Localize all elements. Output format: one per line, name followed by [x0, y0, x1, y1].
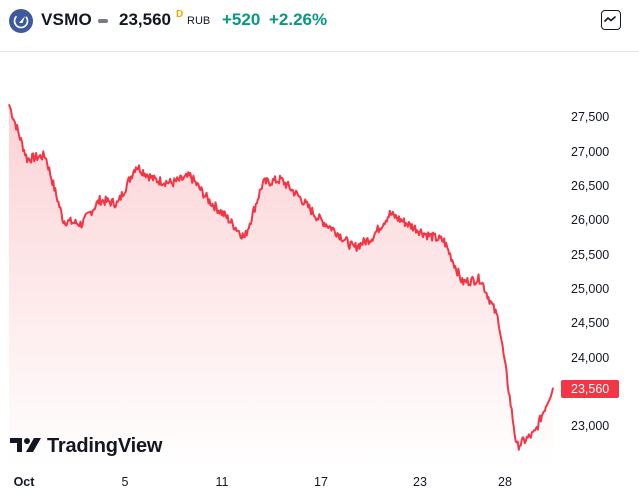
y-axis-label: 24,500: [571, 316, 610, 330]
x-axis-label: 28: [498, 475, 512, 489]
market-status-dash-icon: [98, 19, 108, 23]
x-axis-label: 17: [314, 475, 328, 489]
tradingview-logo-icon[interactable]: [10, 436, 44, 458]
y-axis-label: 27,500: [571, 110, 610, 124]
x-axis-label: 23: [413, 475, 427, 489]
line-chart-icon: [604, 16, 616, 22]
symbol-header: VSMO 23,560 D RUB +520 +2.26%: [0, 0, 639, 52]
y-axis-label: 24,000: [571, 351, 610, 365]
price-line: [8, 103, 554, 451]
price-area-fill: [9, 104, 553, 468]
y-axis-label: 23,000: [571, 419, 610, 433]
x-axis-label: 11: [215, 475, 229, 489]
price-change: +520: [222, 10, 261, 29]
y-axis-label: 26,000: [571, 213, 610, 227]
y-axis-label: 26,500: [571, 179, 610, 193]
y-axis-label: 25,500: [571, 248, 610, 262]
chart-type-button[interactable]: [601, 10, 621, 30]
ticker-symbol[interactable]: VSMO: [41, 10, 92, 29]
tradingview-brand-text[interactable]: TradingView: [47, 435, 163, 457]
y-axis-label: 27,000: [571, 145, 610, 159]
currency-label: RUB: [187, 15, 211, 27]
last-price-tag: 23,560: [561, 380, 619, 398]
x-axis-label: Oct: [13, 475, 35, 489]
delayed-data-badge[interactable]: D: [176, 9, 184, 20]
y-axis-label: 25,000: [571, 282, 610, 296]
price-change-percent: +2.26%: [269, 10, 328, 29]
vsmo-logo-icon: [9, 9, 33, 33]
last-price: 23,560: [119, 10, 171, 29]
price-chart-area[interactable]: [0, 53, 560, 468]
x-axis-label: 5: [121, 475, 129, 489]
